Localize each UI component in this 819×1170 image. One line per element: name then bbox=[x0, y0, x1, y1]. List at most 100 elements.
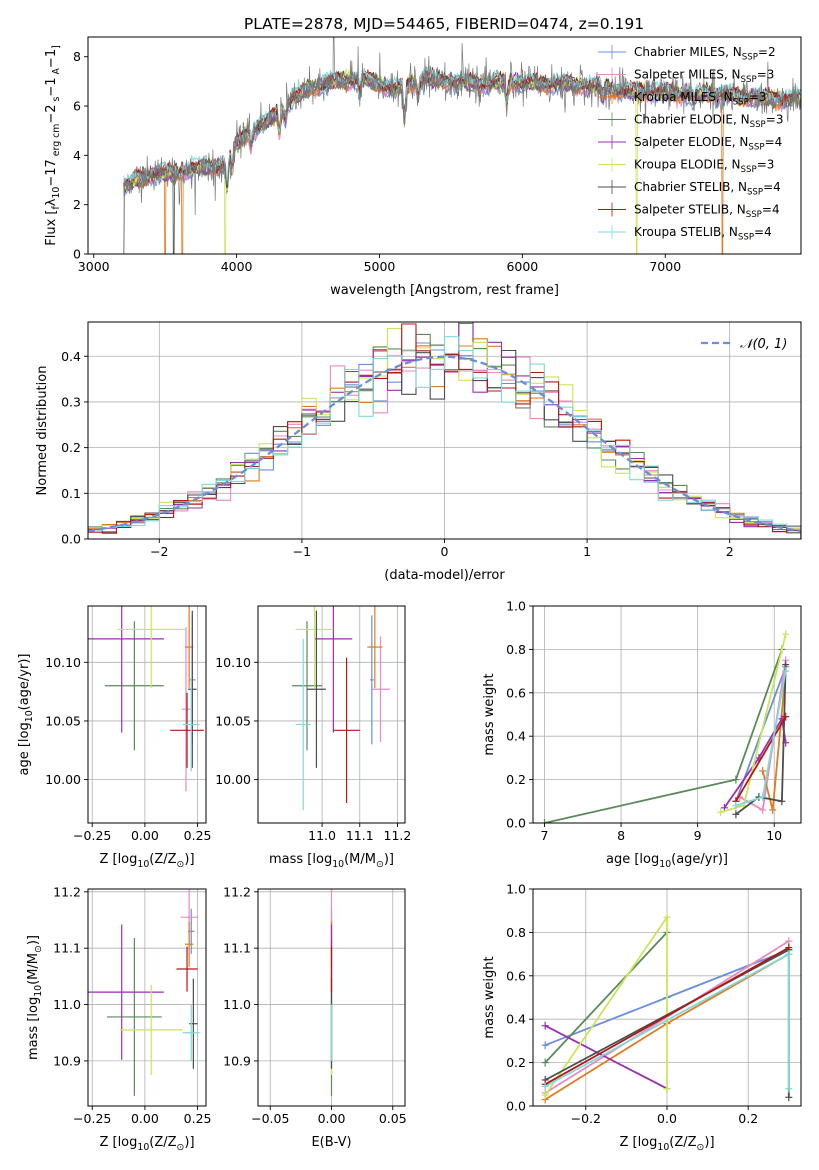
legend-label-kroupa-miles: Kroupa MILES, NSSP=3 bbox=[634, 90, 767, 108]
y-axis-label-part: −2 bbox=[44, 104, 59, 123]
plot-area bbox=[88, 322, 801, 539]
x-axis-label-part: Z [log bbox=[619, 1135, 657, 1150]
weight-line-salpeter-stelib bbox=[735, 716, 787, 802]
x-tick-label: 0.00 bbox=[131, 828, 159, 843]
legend-label-chabrier-stelib-part: =4 bbox=[763, 180, 781, 194]
legend-label-chabrier-miles-part: Chabrier MILES, N bbox=[634, 45, 742, 59]
weight-line-chabrier-stelib bbox=[735, 664, 787, 816]
y-axis-label-part: 10 bbox=[33, 985, 44, 997]
x-axis-label: (data-model)/error bbox=[384, 568, 505, 583]
legend-label-salpeter-elodie: Salpeter ELODIE, NSSP=4 bbox=[634, 135, 782, 153]
x-axis-label: Z [log10(Z/Z⊙)] bbox=[99, 1135, 194, 1153]
x-axis-label: age [log10(age/yr)] bbox=[606, 852, 728, 870]
legend-label-kroupa-stelib: Kroupa STELIB, NSSP=4 bbox=[634, 225, 772, 243]
x-tick-label: −1 bbox=[293, 544, 311, 559]
legend: 𝒩(0, 1) bbox=[701, 337, 787, 352]
legend-label-kroupa-stelib-part: Kroupa STELIB, N bbox=[634, 225, 738, 239]
x-axis-label: wavelength [Angstrom, rest frame] bbox=[330, 283, 559, 298]
x-axis-label-part: )] bbox=[384, 852, 394, 867]
legend-label-salpeter-stelib: Salpeter STELIB, NSSP=4 bbox=[634, 203, 780, 221]
x-tick-label: 10 bbox=[766, 828, 782, 843]
y-axis-label: Flux [fλ10−17 erg cm−2 s−1 A−1] bbox=[44, 45, 62, 246]
x-axis-label: mass [log10(M/M⊙)] bbox=[269, 852, 394, 870]
y-axis-label-part: 10 bbox=[24, 710, 35, 722]
mass-vs-EBV-panel: −0.05 0.00 0.05 10.9 11.0 11.1 11.2 E(B-V) bbox=[223, 884, 407, 1150]
y-tick-label: 0.0 bbox=[61, 532, 81, 547]
x-axis-label-part: age [log bbox=[606, 852, 659, 867]
x-tick-label: 0 bbox=[441, 544, 449, 559]
y-tick-label: 1.0 bbox=[506, 599, 526, 614]
x-tick-label: 9 bbox=[694, 828, 702, 843]
y-tick-label: 0.0 bbox=[506, 1099, 526, 1114]
y-tick-label: 2 bbox=[73, 197, 81, 212]
plot-area bbox=[541, 913, 793, 1104]
y-axis-label-part: age [log bbox=[17, 722, 32, 775]
y-tick-label: 10.10 bbox=[215, 655, 251, 670]
y-tick-label: 8 bbox=[73, 49, 81, 64]
x-tick-label: −0.2 bbox=[571, 1111, 601, 1126]
legend-label-salpeter-elodie-part: SSP bbox=[748, 143, 764, 153]
y-tick-label: 11.2 bbox=[53, 884, 81, 899]
x-tick-label: 11.1 bbox=[346, 828, 374, 843]
y-axis-label: Normed distribution bbox=[35, 366, 50, 496]
y-tick-label: 10.05 bbox=[45, 713, 81, 728]
y-tick-label: 0.4 bbox=[506, 1012, 526, 1027]
x-axis-label-part: Z [log bbox=[99, 1135, 137, 1150]
y-tick-label: 0 bbox=[73, 247, 81, 262]
plot-area bbox=[88, 606, 204, 792]
x-tick-label: 4000 bbox=[221, 259, 253, 274]
y-axis-label-part: Flux [ bbox=[44, 210, 59, 246]
age-vs-mass-panel: 11.0 11.1 11.2 10.00 10.05 10.10 mass [log10(M… bbox=[215, 605, 412, 870]
y-tick-label: 0.8 bbox=[506, 642, 526, 657]
y-tick-label: 0.1 bbox=[61, 486, 81, 501]
x-axis-label-part: mass [log bbox=[269, 852, 332, 867]
legend-label-salpeter-stelib-part: =4 bbox=[762, 203, 780, 217]
y-tick-label: 6 bbox=[73, 99, 81, 114]
y-tick-label: 11.2 bbox=[223, 884, 251, 899]
legend-label-salpeter-miles: Salpeter MILES, NSSP=3 bbox=[634, 68, 774, 86]
x-axis-label-part: ⊙ bbox=[177, 859, 185, 870]
legend-label-kroupa-miles-part: Kroupa MILES, N bbox=[634, 90, 733, 104]
x-axis-label-part: 10 bbox=[137, 1142, 149, 1153]
y-tick-label: 10.05 bbox=[215, 713, 251, 728]
x-axis-label-part: )] bbox=[704, 1135, 714, 1150]
x-tick-label: 2 bbox=[726, 544, 734, 559]
legend-label-kroupa-stelib-part: SSP bbox=[738, 233, 754, 243]
legend-label-chabrier-elodie-part: =3 bbox=[766, 113, 784, 127]
y-axis-label-part: erg cm bbox=[51, 124, 62, 160]
y-axis-label-part: −1 bbox=[44, 77, 59, 96]
y-tick-label: 0.6 bbox=[506, 968, 526, 983]
x-tick-label: 7000 bbox=[649, 259, 681, 274]
x-tick-label: 7 bbox=[541, 828, 549, 843]
axes-frame bbox=[87, 36, 802, 255]
x-axis-label: Z [log10(Z/Z⊙)] bbox=[99, 852, 194, 870]
y-tick-label: 10.9 bbox=[223, 1053, 251, 1068]
x-tick-label: 0.00 bbox=[131, 1111, 159, 1126]
legend-label-chabrier-stelib-part: SSP bbox=[747, 188, 763, 198]
x-tick-label: 0.00 bbox=[318, 1111, 346, 1126]
legend-label-salpeter-elodie-part: Salpeter ELODIE, N bbox=[634, 135, 748, 149]
x-tick-label: 0.05 bbox=[379, 1111, 407, 1126]
x-tick-label: 0.25 bbox=[184, 1111, 212, 1126]
y-axis-label-part: λ bbox=[44, 198, 59, 206]
x-tick-label: −2 bbox=[150, 544, 168, 559]
x-tick-label: 6000 bbox=[506, 259, 538, 274]
plot-area bbox=[88, 889, 200, 1096]
figure-title: PLATE=2878, MJD=54465, FIBERID=0474, z=0… bbox=[244, 15, 644, 33]
y-tick-label: 11.0 bbox=[53, 997, 81, 1012]
x-tick-label: 11.2 bbox=[384, 828, 412, 843]
legend: Chabrier MILES, N SSP =2 Salpeter MILES, NS… bbox=[598, 45, 783, 243]
y-axis-label-part: )] bbox=[26, 935, 41, 945]
legend-label-reference: 𝒩(0, 1) bbox=[740, 337, 787, 352]
weight-vs-Z-panel: −0.2 0.0 0.2 0.0 0.2 0.4 0.6 0.8 1.0 Z [log10(Z/Z… bbox=[482, 882, 802, 1153]
legend-label-chabrier-miles-part: =2 bbox=[758, 45, 776, 59]
legend-label-kroupa-miles-part: =3 bbox=[749, 90, 767, 104]
legend-label-kroupa-stelib-part: =4 bbox=[754, 225, 772, 239]
x-axis-label-part: 10 bbox=[332, 859, 344, 870]
x-axis-label-part: (Z/Z bbox=[149, 1135, 176, 1150]
legend-label-kroupa-elodie-part: =3 bbox=[757, 158, 775, 172]
residuals-panel: −2 −1 0 1 2 0.0 0.1 0.2 0.3 0.4 (data-model)/error… bbox=[35, 321, 802, 583]
weight-line-chabrier-elodie bbox=[544, 931, 668, 1064]
